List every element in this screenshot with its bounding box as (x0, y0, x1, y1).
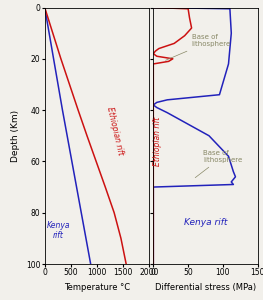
X-axis label: Differential stress (MPa): Differential stress (MPa) (155, 283, 256, 292)
Y-axis label: Depth (Km): Depth (Km) (12, 110, 21, 162)
Text: Kenya
rift: Kenya rift (47, 221, 70, 240)
Text: Base of
lithosphere: Base of lithosphere (166, 34, 231, 60)
Text: Base of
lithosphere: Base of lithosphere (195, 150, 243, 178)
X-axis label: Temperature °C: Temperature °C (64, 283, 130, 292)
Text: Ethiopian rift: Ethiopian rift (153, 116, 162, 166)
Text: Kenya rift: Kenya rift (184, 218, 227, 227)
Text: Ethiopian rift: Ethiopian rift (105, 106, 125, 156)
